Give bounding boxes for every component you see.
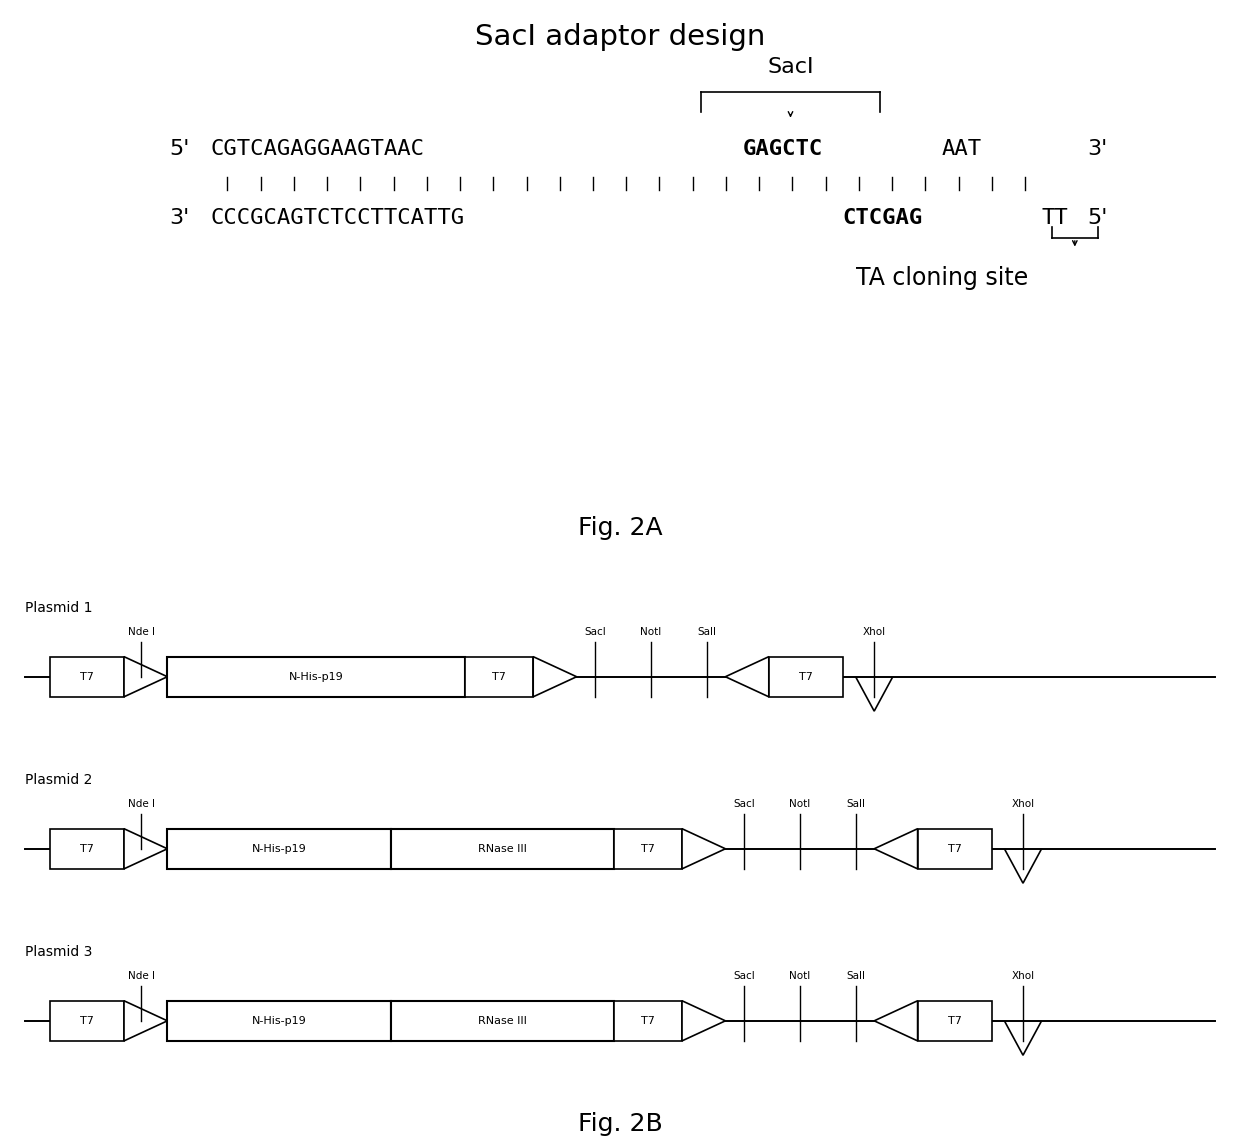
Text: 5': 5' — [170, 139, 190, 159]
Polygon shape — [874, 1000, 918, 1041]
Text: TA cloning site: TA cloning site — [857, 266, 1028, 290]
Text: T7: T7 — [799, 672, 813, 681]
Text: GAGCTC: GAGCTC — [743, 139, 823, 159]
Text: SacI adaptor design: SacI adaptor design — [475, 23, 765, 50]
Bar — [614, 828, 682, 869]
Bar — [391, 828, 614, 869]
Text: SacI: SacI — [733, 798, 755, 809]
Text: Fig. 2B: Fig. 2B — [578, 1113, 662, 1136]
Polygon shape — [124, 828, 167, 869]
Polygon shape — [682, 1000, 725, 1041]
Text: SacI: SacI — [768, 57, 813, 77]
Text: Plasmid 1: Plasmid 1 — [25, 601, 92, 615]
Text: T7: T7 — [641, 1016, 655, 1025]
Bar — [465, 656, 533, 696]
Text: T7: T7 — [79, 844, 94, 853]
Text: CCCGCAGTCTCCTTCATTG: CCCGCAGTCTCCTTCATTG — [211, 208, 465, 228]
Text: N-His-p19: N-His-p19 — [252, 1016, 306, 1025]
Polygon shape — [124, 1000, 167, 1041]
Polygon shape — [725, 656, 769, 696]
Text: N-His-p19: N-His-p19 — [252, 844, 306, 853]
Text: Plasmid 2: Plasmid 2 — [25, 773, 92, 787]
Bar — [614, 1000, 682, 1041]
Bar — [50, 656, 124, 696]
Polygon shape — [533, 656, 577, 696]
Bar — [167, 656, 465, 696]
Polygon shape — [124, 656, 167, 696]
Text: XhoI: XhoI — [1012, 798, 1034, 809]
Text: 3': 3' — [1087, 139, 1107, 159]
Polygon shape — [874, 828, 918, 869]
Text: T7: T7 — [79, 1016, 94, 1025]
Text: T7: T7 — [641, 844, 655, 853]
Text: T7: T7 — [492, 672, 506, 681]
Text: SacI: SacI — [584, 626, 606, 637]
Text: T7: T7 — [79, 672, 94, 681]
Polygon shape — [682, 828, 725, 869]
Bar — [167, 1000, 391, 1041]
Text: N-His-p19: N-His-p19 — [289, 672, 343, 681]
Text: RNase III: RNase III — [477, 1016, 527, 1025]
Text: AAT: AAT — [942, 139, 982, 159]
Text: NotI: NotI — [789, 970, 811, 981]
Text: Plasmid 3: Plasmid 3 — [25, 945, 92, 959]
Text: SalI: SalI — [846, 798, 866, 809]
Text: RNase III: RNase III — [477, 844, 527, 853]
Text: SalI: SalI — [846, 970, 866, 981]
Text: Nde I: Nde I — [128, 798, 155, 809]
Bar — [50, 828, 124, 869]
Bar — [391, 1000, 614, 1041]
Text: XhoI: XhoI — [1012, 970, 1034, 981]
Text: CTCGAG: CTCGAG — [842, 208, 923, 228]
Text: TT: TT — [1042, 208, 1069, 228]
Text: NotI: NotI — [640, 626, 662, 637]
Bar — [918, 828, 992, 869]
Text: 5': 5' — [1087, 208, 1107, 228]
Text: 3': 3' — [170, 208, 190, 228]
Bar — [167, 828, 391, 869]
Bar — [769, 656, 843, 696]
Text: Nde I: Nde I — [128, 626, 155, 637]
Text: CGTCAGAGGAAGTAAC: CGTCAGAGGAAGTAAC — [211, 139, 425, 159]
Text: T7: T7 — [947, 844, 962, 853]
Bar — [918, 1000, 992, 1041]
Text: SalI: SalI — [697, 626, 717, 637]
Text: XhoI: XhoI — [863, 626, 885, 637]
Text: T7: T7 — [947, 1016, 962, 1025]
Bar — [50, 1000, 124, 1041]
Text: Nde I: Nde I — [128, 970, 155, 981]
Text: SacI: SacI — [733, 970, 755, 981]
Text: NotI: NotI — [789, 798, 811, 809]
Text: Fig. 2A: Fig. 2A — [578, 516, 662, 539]
